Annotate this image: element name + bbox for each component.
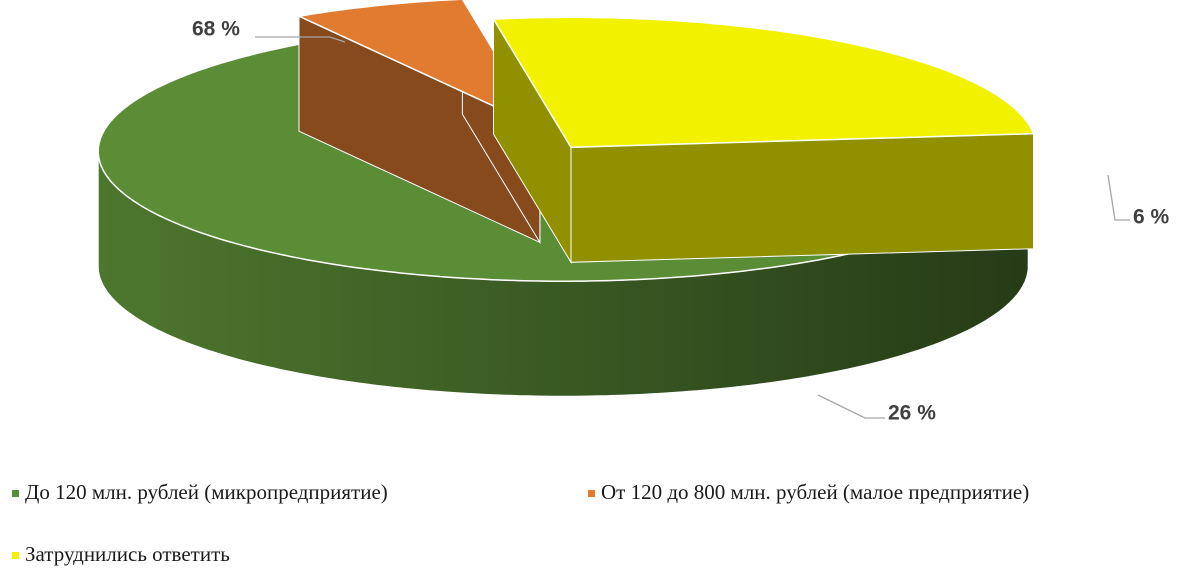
pie-slice [492,16,1035,265]
data-label: 68 % [192,18,240,41]
leader-line [1107,174,1130,221]
data-label: 26 % [888,402,936,425]
legend-marker [588,490,595,497]
legend-marker [12,552,19,559]
legend-label: От 120 до 800 млн. рублей (малое предпри… [601,480,1029,504]
leader-line [817,394,885,419]
slice-top [492,16,1035,149]
data-label: 6 % [1133,206,1170,229]
legend: До 120 млн. рублей (микропредприятие) От … [12,480,1029,566]
slice-top [296,0,542,130]
pie [97,0,1035,397]
legend-label: До 120 млн. рублей (микропредприятие) [25,480,388,504]
legend-label: Затруднились ответить [25,542,230,566]
leader-line [255,36,346,43]
slice-wall [570,133,1034,263]
legend-marker [12,490,19,497]
